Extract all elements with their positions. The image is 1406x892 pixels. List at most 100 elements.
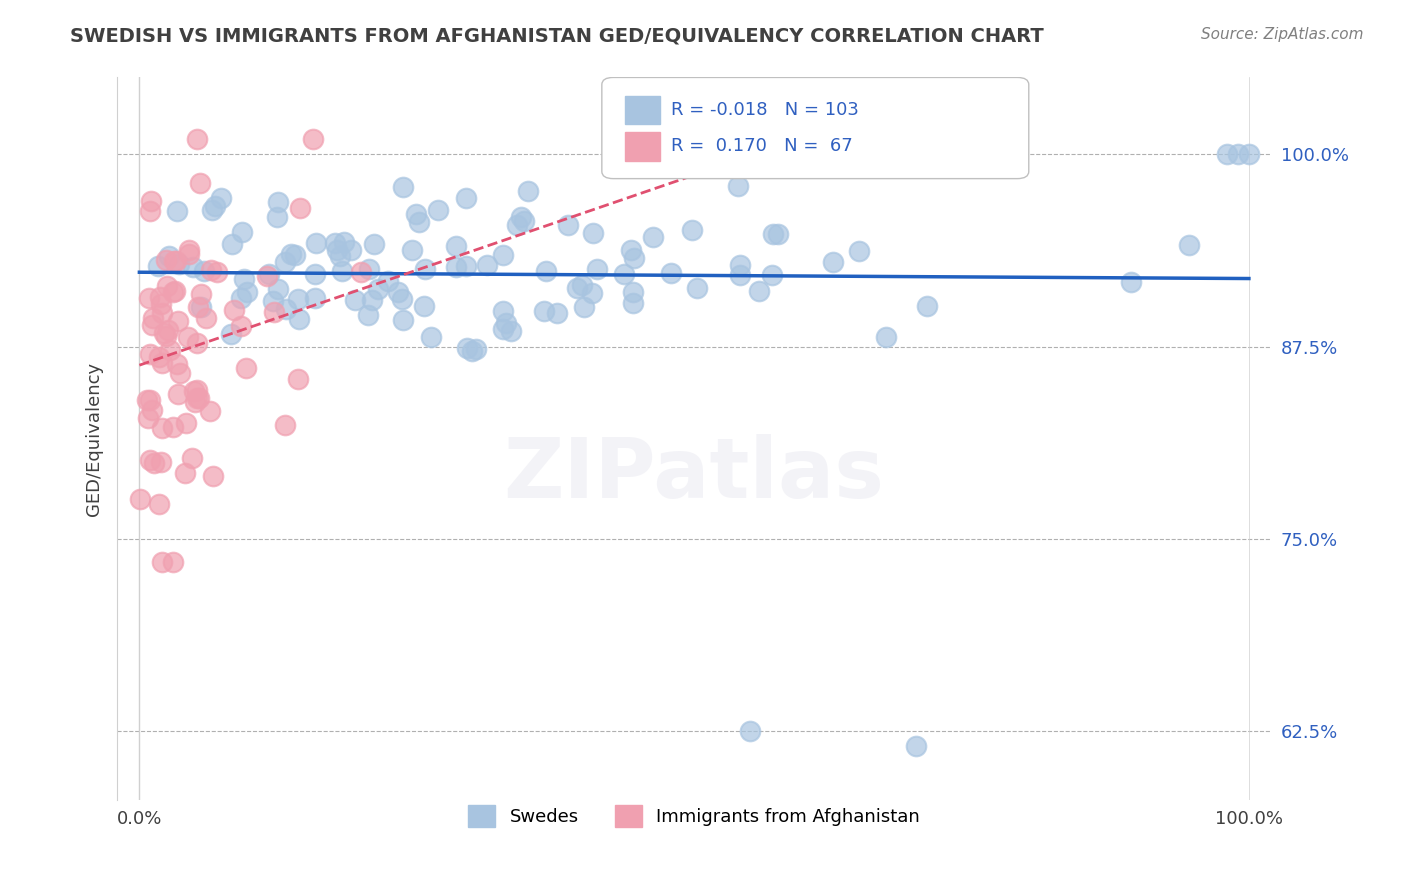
- Point: [509, 211, 531, 225]
- Point: [274, 255, 297, 269]
- Point: [534, 263, 557, 277]
- Point: [727, 179, 749, 194]
- Point: [738, 724, 761, 739]
- Point: [730, 268, 752, 282]
- Point: [456, 190, 478, 204]
- Point: [174, 467, 197, 481]
- Point: [420, 330, 443, 344]
- Point: [166, 357, 188, 371]
- Point: [586, 262, 609, 277]
- Point: [762, 227, 785, 242]
- Point: [387, 285, 409, 299]
- Point: [1178, 237, 1201, 252]
- Point: [621, 295, 644, 310]
- Point: [177, 244, 200, 258]
- Point: [492, 322, 515, 336]
- Point: [162, 555, 184, 569]
- Point: [302, 132, 325, 146]
- Point: [190, 300, 212, 314]
- Point: [190, 287, 212, 301]
- Point: [304, 291, 326, 305]
- Point: [290, 201, 312, 215]
- Point: [464, 342, 486, 356]
- Point: [188, 391, 211, 405]
- Point: [283, 248, 305, 262]
- Point: [1226, 147, 1249, 161]
- Point: [219, 327, 242, 342]
- Point: [621, 285, 644, 299]
- Point: [153, 326, 176, 340]
- Point: [166, 203, 188, 218]
- Point: [444, 238, 467, 252]
- Point: [201, 469, 224, 483]
- Point: [150, 306, 173, 320]
- Y-axis label: GED/Equivalency: GED/Equivalency: [86, 362, 103, 516]
- Point: [821, 255, 844, 269]
- Point: [730, 258, 752, 272]
- Point: [259, 268, 281, 282]
- Point: [262, 293, 284, 308]
- Point: [326, 243, 349, 257]
- Legend: Swedes, Immigrants from Afghanistan: Swedes, Immigrants from Afghanistan: [461, 798, 928, 835]
- Point: [444, 260, 467, 274]
- Point: [517, 184, 540, 198]
- Point: [162, 420, 184, 434]
- Point: [280, 246, 302, 260]
- Point: [340, 244, 363, 258]
- Point: [1215, 147, 1237, 161]
- Point: [139, 203, 162, 218]
- Point: [233, 272, 256, 286]
- Point: [198, 404, 221, 418]
- Point: [155, 252, 177, 267]
- Point: [492, 303, 515, 318]
- Point: [169, 366, 191, 380]
- Point: [141, 194, 163, 209]
- Point: [149, 455, 172, 469]
- Point: [156, 279, 179, 293]
- Point: [613, 267, 636, 281]
- Point: [209, 191, 232, 205]
- Point: [492, 248, 515, 262]
- Point: [332, 263, 354, 277]
- Point: [274, 301, 297, 316]
- Point: [659, 266, 682, 280]
- Point: [231, 225, 253, 239]
- Point: [581, 286, 603, 301]
- Point: [188, 176, 211, 190]
- Point: [582, 227, 605, 241]
- Point: [167, 257, 190, 271]
- Text: R =  0.170   N =  67: R = 0.170 N = 67: [671, 137, 853, 155]
- Point: [200, 263, 222, 277]
- Point: [181, 260, 204, 274]
- FancyBboxPatch shape: [602, 78, 1029, 178]
- Point: [287, 292, 309, 306]
- Point: [184, 394, 207, 409]
- Point: [567, 281, 589, 295]
- Point: [221, 237, 243, 252]
- Point: [686, 281, 709, 295]
- Point: [163, 254, 186, 268]
- Point: [143, 456, 166, 470]
- Point: [367, 282, 389, 296]
- Point: [187, 301, 209, 315]
- Point: [186, 392, 208, 406]
- Point: [194, 310, 217, 325]
- Point: [167, 387, 190, 401]
- Point: [183, 384, 205, 398]
- Point: [148, 350, 170, 364]
- Point: [287, 372, 309, 386]
- Point: [377, 273, 399, 287]
- Point: [267, 282, 290, 296]
- Point: [875, 330, 897, 344]
- Point: [391, 292, 413, 306]
- Point: [915, 299, 938, 313]
- Point: [571, 278, 593, 293]
- Point: [1119, 275, 1142, 289]
- Point: [344, 293, 367, 307]
- Point: [256, 268, 278, 283]
- Point: [148, 497, 170, 511]
- Point: [266, 210, 288, 224]
- Point: [748, 284, 770, 298]
- Point: [323, 235, 346, 250]
- Point: [461, 344, 484, 359]
